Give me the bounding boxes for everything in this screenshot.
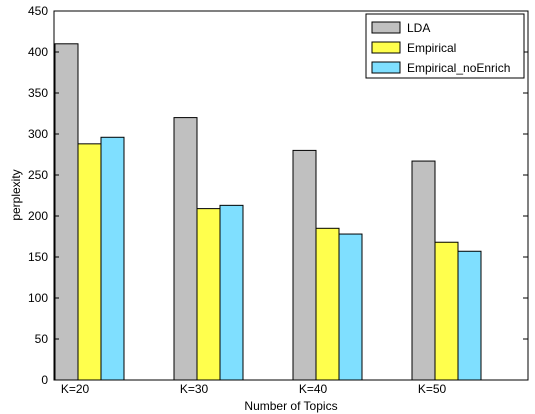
legend-label: LDA [407, 21, 430, 35]
y-tick-label: 300 [28, 127, 48, 141]
bar-empirical-noenrich-k-20 [100, 136, 125, 381]
bar-empirical-k-30 [196, 208, 221, 381]
bar-empirical-noenrich-k-40 [338, 233, 363, 381]
legend-label: Empirical_noEnrich [407, 61, 510, 75]
bars-group [54, 43, 482, 381]
bar-empirical-k-40 [315, 227, 340, 381]
bar-lda-k-40 [292, 149, 317, 381]
bar-lda-k-30 [173, 117, 198, 381]
legend-swatch [371, 41, 401, 54]
y-tick-label: 350 [28, 86, 48, 100]
x-tick-label: K=40 [299, 382, 328, 396]
bar-lda-k-50 [411, 160, 436, 381]
bar-lda-k-20 [54, 43, 79, 381]
y-tick-label: 100 [28, 291, 48, 305]
y-tick-label: 150 [28, 250, 48, 264]
legend-label: Empirical [407, 41, 456, 55]
x-axis-tick-labels: K=20 K=30 K=40 K=50 [61, 382, 447, 396]
bar-empirical-noenrich-k-30 [219, 204, 244, 381]
bar-empirical-k-20 [77, 143, 102, 381]
legend: LDA Empirical Empirical_noEnrich [365, 13, 525, 79]
plot-frame [53, 10, 529, 381]
y-tick-label: 200 [28, 209, 48, 223]
bar-empirical-noenrich-k-50 [457, 250, 482, 381]
y-tick-label: 400 [28, 45, 48, 59]
y-axis-ticks: 0 50 100 150 200 250 300 350 400 450 [28, 4, 528, 387]
x-tick-label: K=20 [61, 382, 90, 396]
y-tick-label: 250 [28, 168, 48, 182]
x-tick-label: K=30 [180, 382, 209, 396]
bar-empirical-k-50 [434, 241, 459, 381]
y-tick-label: 0 [41, 373, 48, 387]
legend-swatch [371, 21, 401, 34]
y-tick-label: 50 [35, 332, 49, 346]
x-tick-label: K=50 [418, 382, 447, 396]
y-axis-label: perplexity [9, 169, 23, 220]
y-tick-label: 450 [28, 4, 48, 18]
legend-swatch [371, 61, 401, 74]
x-axis-label: Number of Topics [244, 399, 337, 413]
